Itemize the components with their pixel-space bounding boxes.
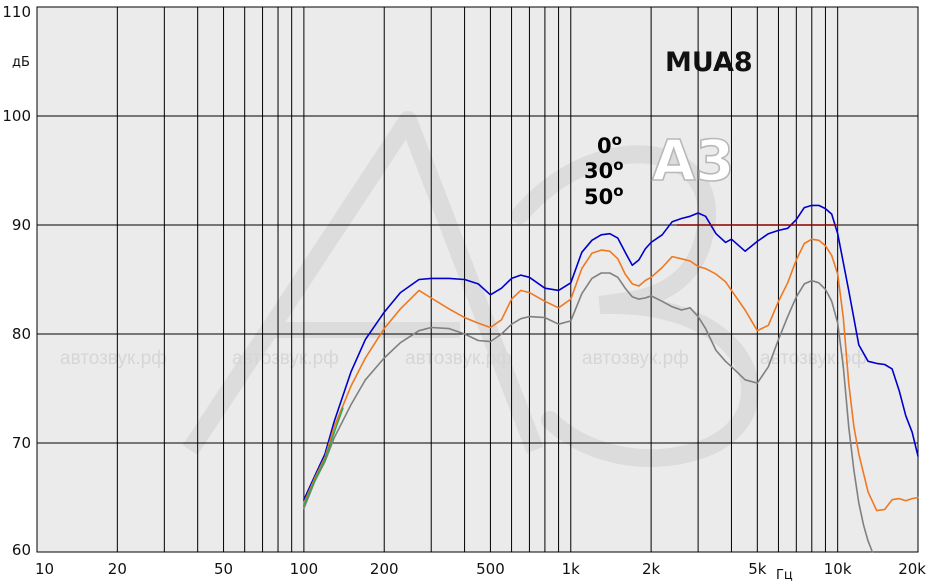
series-line-2 bbox=[303, 272, 874, 553]
x-tick-label: 10 bbox=[35, 560, 54, 578]
series-group bbox=[303, 204, 919, 553]
y-axis-label: дБ bbox=[12, 55, 30, 70]
series-line-1 bbox=[303, 238, 919, 512]
y-tick-label: 100 bbox=[2, 107, 31, 125]
x-tick-label: 2k bbox=[642, 560, 661, 578]
legend-item-30: 30o bbox=[584, 156, 624, 183]
x-axis-label: Гц bbox=[776, 568, 793, 583]
watermark-text: автозвук.рф bbox=[232, 348, 339, 369]
x-tick-label: 20k bbox=[898, 560, 926, 578]
x-tick-label: 10k bbox=[824, 560, 852, 578]
x-tick-label: 5k bbox=[748, 560, 767, 578]
x-tick-label: 1k bbox=[562, 560, 581, 578]
x-tick-label: 500 bbox=[476, 560, 505, 578]
y-tick-label: 70 bbox=[12, 434, 31, 452]
legend-item-0: 0o bbox=[597, 131, 622, 158]
x-tick-labels: 10 20 50 100 200 500 1k 2k 5k 10k 20k bbox=[35, 560, 926, 578]
legend: A3 0o 30o 50o bbox=[584, 128, 735, 209]
watermark-text: автозвук.рф bbox=[60, 348, 167, 369]
chart-title: MUA8 bbox=[665, 47, 753, 78]
y-tick-label: 80 bbox=[12, 325, 31, 343]
plot-frame bbox=[36, 6, 919, 553]
y-tick-label: 60 bbox=[12, 541, 31, 559]
y-tick-labels: 60 70 80 90 100 110 bbox=[2, 3, 31, 559]
series-line-3 bbox=[303, 407, 344, 506]
watermark-logo-small: A3 bbox=[651, 128, 735, 195]
watermark-logo-text: A3 bbox=[652, 129, 734, 194]
series-line-0 bbox=[303, 204, 919, 501]
x-tick-label: 50 bbox=[214, 560, 233, 578]
watermark-text: автозвук.рф bbox=[760, 348, 867, 369]
y-tick-label: 90 bbox=[12, 216, 31, 234]
watermark-text: автозвук.рф bbox=[582, 348, 689, 369]
x-tick-label: 20 bbox=[108, 560, 127, 578]
y-tick-label: 110 bbox=[2, 3, 31, 21]
x-tick-label: 100 bbox=[290, 560, 319, 578]
x-tick-label: 200 bbox=[370, 560, 399, 578]
legend-item-50: 50o bbox=[584, 182, 624, 209]
watermark-text: автозвук.рф bbox=[405, 348, 512, 369]
